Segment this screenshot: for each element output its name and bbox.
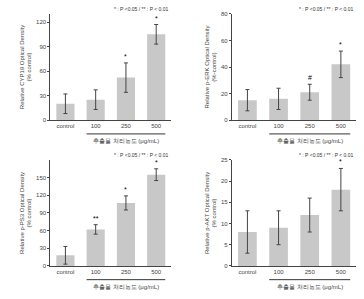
svg-text:* : P <0.05 / ** : P < 0.01: * : P <0.05 / ** : P < 0.01 (114, 6, 169, 12)
svg-text:Relative CYP19 Optical Density: Relative CYP19 Optical Density(% control… (19, 25, 33, 109)
svg-text:**: ** (93, 215, 99, 222)
svg-text:25: 25 (221, 157, 228, 163)
svg-text:60: 60 (39, 228, 46, 234)
svg-text:20: 20 (221, 178, 228, 184)
svg-text:100: 100 (91, 269, 102, 275)
svg-text:* : P <0.05 / ** : P < 0.01: * : P <0.05 / ** : P < 0.01 (114, 152, 169, 158)
svg-text:*: * (339, 41, 342, 48)
svg-text:0: 0 (224, 117, 228, 123)
svg-text:500: 500 (151, 269, 162, 275)
svg-text:500: 500 (151, 123, 162, 129)
svg-text:추출물 처리농도 (μg/mL): 추출물 처리농도 (μg/mL) (277, 284, 343, 290)
svg-text:10: 10 (221, 221, 228, 227)
svg-text:추출물 처리농도 (μg/mL): 추출물 처리농도 (μg/mL) (277, 138, 343, 144)
svg-text:30: 30 (39, 93, 46, 99)
svg-text:*: * (155, 159, 158, 166)
svg-text:60: 60 (221, 38, 228, 44)
svg-text:0: 0 (224, 263, 228, 269)
svg-text:500: 500 (336, 123, 347, 129)
svg-text:* : P <0.05 / ** : P < 0.01: * : P <0.05 / ** : P < 0.01 (299, 6, 354, 12)
svg-text:*: * (339, 158, 342, 165)
svg-text:90: 90 (39, 210, 46, 216)
svg-text:150: 150 (36, 175, 47, 181)
svg-text:#: # (308, 74, 312, 81)
svg-text:*: * (155, 15, 158, 22)
svg-text:추출물 처리농도 (μg/mL): 추출물 처리농도 (μg/mL) (93, 138, 159, 144)
svg-text:250: 250 (305, 269, 316, 275)
svg-text:5: 5 (224, 242, 228, 248)
svg-text:control: control (238, 123, 256, 129)
svg-text:500: 500 (336, 269, 347, 275)
svg-text:60: 60 (39, 68, 46, 74)
svg-text:* : P <0.05 / ** : P < 0.01: * : P <0.05 / ** : P < 0.01 (299, 152, 354, 158)
svg-text:120: 120 (36, 19, 47, 25)
svg-text:Relative p-PS3 Optical Density: Relative p-PS3 Optical Density(% control… (19, 172, 33, 254)
svg-text:control: control (56, 123, 74, 129)
svg-text:20: 20 (221, 91, 228, 97)
svg-text:Relative p-ERK Optical Density: Relative p-ERK Optical Density(%-control… (204, 25, 218, 108)
svg-text:추출물 처리농도 (μg/mL): 추출물 처리농도 (μg/mL) (93, 284, 159, 290)
svg-text:100: 100 (274, 123, 285, 129)
svg-text:30: 30 (39, 245, 46, 251)
svg-text:100: 100 (91, 123, 102, 129)
svg-text:250: 250 (121, 269, 132, 275)
svg-text:250: 250 (305, 123, 316, 129)
svg-text:250: 250 (121, 123, 132, 129)
svg-text:control: control (238, 269, 256, 275)
svg-text:control: control (56, 269, 74, 275)
svg-text:120: 120 (36, 192, 47, 198)
svg-text:0: 0 (43, 263, 47, 269)
svg-text:Relative p-AKT Optical Density: Relative p-AKT Optical Density(% control… (204, 172, 218, 254)
svg-text:90: 90 (39, 44, 46, 50)
svg-text:*: * (124, 53, 127, 60)
svg-text:100: 100 (274, 269, 285, 275)
svg-text:*: * (124, 186, 127, 193)
svg-text:15: 15 (221, 199, 228, 205)
svg-text:40: 40 (221, 64, 228, 70)
svg-text:0: 0 (43, 117, 47, 123)
svg-text:80: 80 (221, 11, 228, 17)
